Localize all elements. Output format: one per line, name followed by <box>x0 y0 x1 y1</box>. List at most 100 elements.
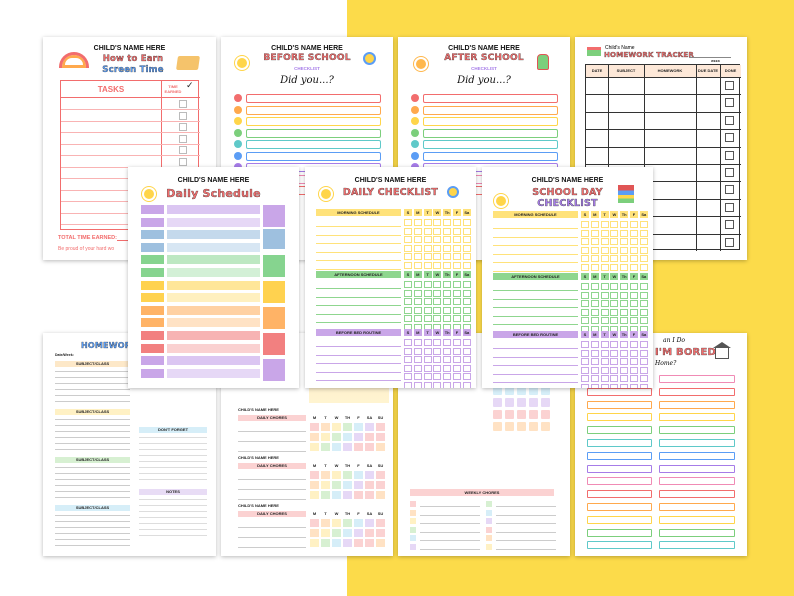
chore-checkbox[interactable] <box>321 423 330 431</box>
day-checkbox[interactable] <box>413 381 422 388</box>
day-checkbox[interactable] <box>600 283 609 290</box>
day-checkbox[interactable] <box>620 229 629 237</box>
day-checkbox[interactable] <box>610 238 619 245</box>
chore-checkbox[interactable] <box>332 491 341 499</box>
day-checkbox[interactable] <box>590 358 599 365</box>
day-checkbox[interactable] <box>413 306 422 314</box>
done-checkbox[interactable] <box>725 202 734 212</box>
chore-cell[interactable] <box>541 410 550 419</box>
checklist-line[interactable] <box>423 105 558 115</box>
day-checkbox[interactable] <box>620 238 629 245</box>
day-checkbox[interactable] <box>620 317 629 324</box>
chore-checkbox[interactable] <box>343 433 352 441</box>
day-checkbox[interactable] <box>413 356 422 363</box>
chore-checkbox[interactable] <box>310 423 319 431</box>
day-checkbox[interactable] <box>404 298 412 305</box>
day-checkbox[interactable] <box>590 283 599 290</box>
chore-cell[interactable] <box>529 398 538 407</box>
day-checkbox[interactable] <box>620 349 629 357</box>
day-checkbox[interactable] <box>600 255 609 262</box>
chore-checkbox[interactable] <box>343 529 352 537</box>
day-checkbox[interactable] <box>462 381 471 388</box>
chore-checkbox[interactable] <box>343 491 352 499</box>
chore-cell[interactable] <box>541 386 550 395</box>
day-checkbox[interactable] <box>581 383 589 388</box>
day-checkbox[interactable] <box>433 339 442 346</box>
day-checkbox[interactable] <box>639 349 648 357</box>
day-checkbox[interactable] <box>630 238 638 245</box>
checklist-line[interactable] <box>423 151 558 161</box>
day-checkbox[interactable] <box>453 236 461 243</box>
chore-checkbox[interactable] <box>376 519 385 527</box>
done-checkbox[interactable] <box>725 237 734 247</box>
day-checkbox[interactable] <box>413 236 422 243</box>
chore-checkbox[interactable] <box>332 539 341 547</box>
day-checkbox[interactable] <box>600 366 609 374</box>
day-checkbox[interactable] <box>413 261 422 269</box>
day-checkbox[interactable] <box>462 306 471 314</box>
chore-checkbox[interactable] <box>321 471 330 479</box>
day-checkbox[interactable] <box>630 383 638 388</box>
day-checkbox[interactable] <box>590 383 599 388</box>
chore-checkbox[interactable] <box>321 519 330 527</box>
day-checkbox[interactable] <box>620 375 629 382</box>
day-checkbox[interactable] <box>404 281 412 288</box>
day-checkbox[interactable] <box>581 283 589 290</box>
day-checkbox[interactable] <box>630 283 638 290</box>
day-checkbox[interactable] <box>590 317 599 324</box>
chore-checkbox[interactable] <box>365 443 374 451</box>
day-checkbox[interactable] <box>443 298 452 305</box>
day-checkbox[interactable] <box>433 298 442 305</box>
chore-checkbox[interactable] <box>365 423 374 431</box>
day-checkbox[interactable] <box>581 229 589 237</box>
day-checkbox[interactable] <box>462 364 471 372</box>
chore-checkbox[interactable] <box>310 443 319 451</box>
day-checkbox[interactable] <box>581 238 589 245</box>
day-checkbox[interactable] <box>443 339 452 346</box>
day-checkbox[interactable] <box>581 221 589 228</box>
day-checkbox[interactable] <box>600 341 609 348</box>
day-checkbox[interactable] <box>600 238 609 245</box>
day-checkbox[interactable] <box>630 317 638 324</box>
day-checkbox[interactable] <box>443 306 452 314</box>
day-checkbox[interactable] <box>462 347 471 355</box>
chore-checkbox[interactable] <box>365 481 374 489</box>
day-checkbox[interactable] <box>404 261 412 269</box>
done-checkbox[interactable] <box>725 220 734 230</box>
chore-checkbox[interactable] <box>310 491 319 499</box>
day-checkbox[interactable] <box>433 381 442 388</box>
chore-checkbox[interactable] <box>332 529 341 537</box>
day-checkbox[interactable] <box>413 298 422 305</box>
day-checkbox[interactable] <box>423 356 432 363</box>
chore-checkbox[interactable] <box>376 471 385 479</box>
chore-checkbox[interactable] <box>354 519 363 527</box>
day-checkbox[interactable] <box>443 261 452 269</box>
day-checkbox[interactable] <box>453 289 461 297</box>
day-checkbox[interactable] <box>462 298 471 305</box>
day-checkbox[interactable] <box>600 308 609 316</box>
day-checkbox[interactable] <box>581 358 589 365</box>
day-checkbox[interactable] <box>462 219 471 226</box>
day-checkbox[interactable] <box>443 356 452 363</box>
day-checkbox[interactable] <box>610 308 619 316</box>
day-checkbox[interactable] <box>581 308 589 316</box>
day-checkbox[interactable] <box>590 375 599 382</box>
day-checkbox[interactable] <box>639 229 648 237</box>
chore-checkbox[interactable] <box>321 491 330 499</box>
day-checkbox[interactable] <box>639 283 648 290</box>
day-checkbox[interactable] <box>600 263 609 271</box>
day-checkbox[interactable] <box>453 381 461 388</box>
day-checkbox[interactable] <box>433 347 442 355</box>
day-checkbox[interactable] <box>600 358 609 365</box>
chore-cell[interactable] <box>505 410 514 419</box>
day-checkbox[interactable] <box>630 255 638 262</box>
day-checkbox[interactable] <box>443 253 452 260</box>
day-checkbox[interactable] <box>630 246 638 254</box>
day-checkbox[interactable] <box>404 219 412 226</box>
day-checkbox[interactable] <box>462 244 471 252</box>
day-checkbox[interactable] <box>600 383 609 388</box>
day-checkbox[interactable] <box>590 349 599 357</box>
day-checkbox[interactable] <box>433 253 442 260</box>
chore-checkbox[interactable] <box>343 481 352 489</box>
chore-cell[interactable] <box>505 386 514 395</box>
